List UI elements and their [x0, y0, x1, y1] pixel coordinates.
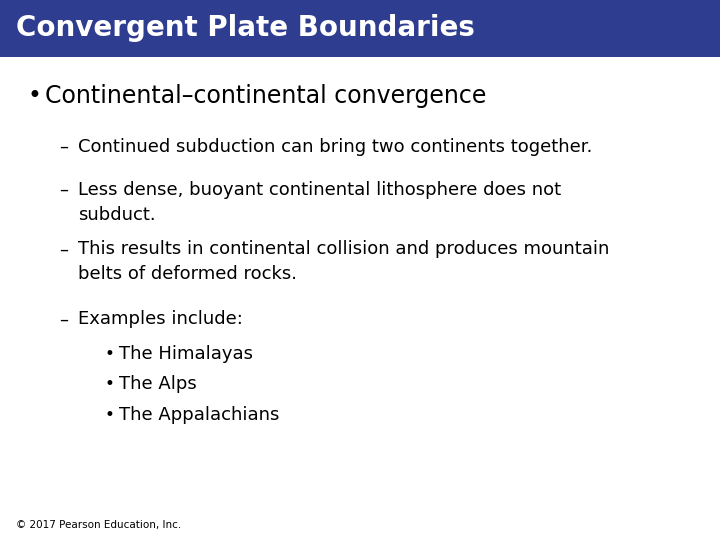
- Text: •: •: [104, 406, 114, 424]
- Text: –: –: [59, 240, 68, 258]
- Text: The Appalachians: The Appalachians: [119, 406, 279, 424]
- Text: •: •: [27, 84, 41, 107]
- Text: Continental–continental convergence: Continental–continental convergence: [45, 84, 486, 107]
- Text: The Alps: The Alps: [119, 375, 197, 393]
- Text: Convergent Plate Boundaries: Convergent Plate Boundaries: [16, 15, 474, 42]
- Text: –: –: [59, 310, 68, 328]
- Text: –: –: [59, 181, 68, 199]
- Text: © 2017 Pearson Education, Inc.: © 2017 Pearson Education, Inc.: [16, 520, 181, 530]
- Text: Continued subduction can bring two continents together.: Continued subduction can bring two conti…: [78, 138, 592, 156]
- Text: •: •: [104, 375, 114, 393]
- Text: –: –: [59, 138, 68, 156]
- Text: The Himalayas: The Himalayas: [119, 345, 253, 362]
- FancyBboxPatch shape: [0, 0, 720, 57]
- Text: •: •: [104, 345, 114, 362]
- Text: This results in continental collision and produces mountain
belts of deformed ro: This results in continental collision an…: [78, 240, 609, 284]
- Text: Examples include:: Examples include:: [78, 310, 243, 328]
- Text: Less dense, buoyant continental lithosphere does not
subduct.: Less dense, buoyant continental lithosph…: [78, 181, 561, 224]
